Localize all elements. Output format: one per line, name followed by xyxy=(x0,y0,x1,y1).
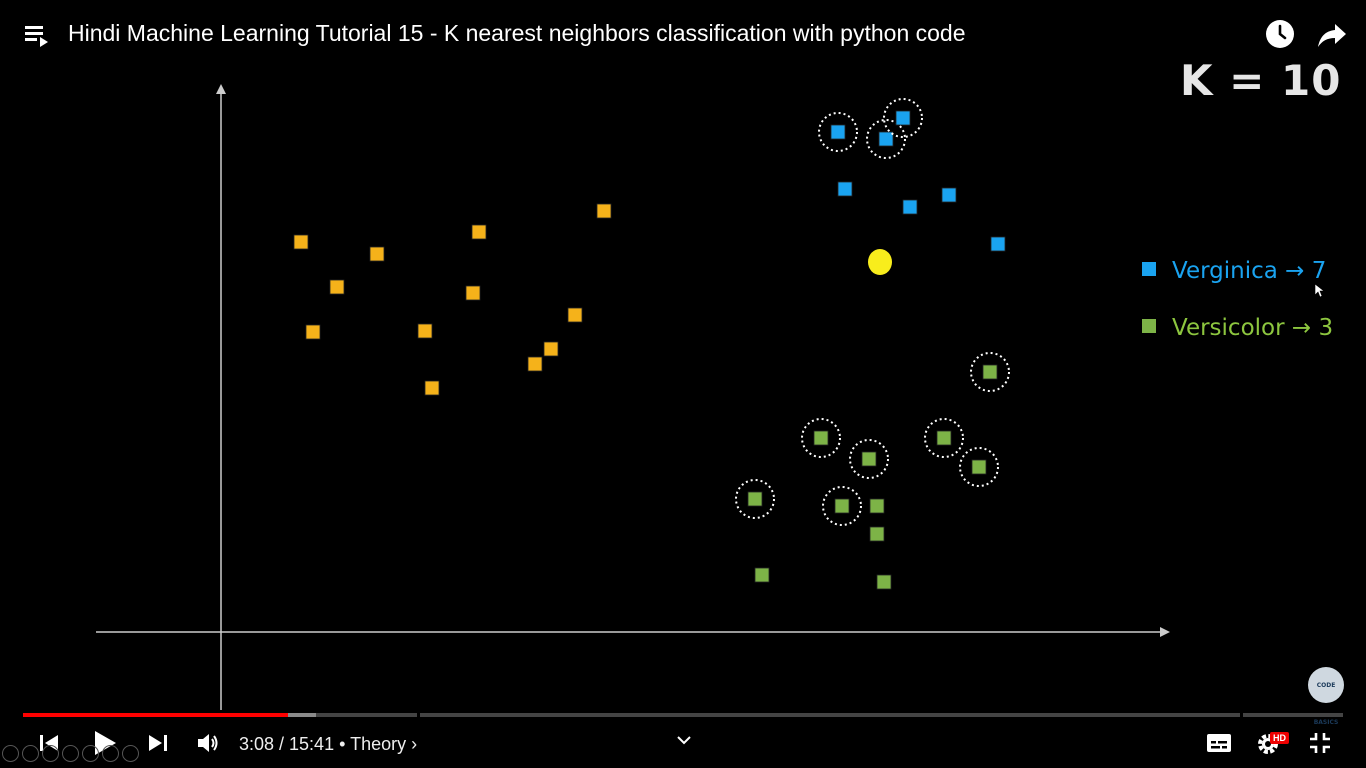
verginica-point xyxy=(830,124,846,140)
versicolor-point xyxy=(876,574,892,590)
video-frame[interactable]: K = 10 Verginica → 7 Versicolor → 3 CODE… xyxy=(0,0,1366,726)
top-bar: Hindi Machine Learning Tutorial 15 - K n… xyxy=(0,0,1366,68)
legend-label-verginica: Verginica → 7 xyxy=(1172,258,1327,284)
video-title[interactable]: Hindi Machine Learning Tutorial 15 - K n… xyxy=(68,20,966,46)
versicolor-point xyxy=(754,567,770,583)
verginica-point xyxy=(837,181,853,197)
setosa-point xyxy=(465,285,481,301)
neighbor-ring xyxy=(866,119,906,159)
setosa-point xyxy=(417,323,433,339)
verginica-point xyxy=(990,236,1006,252)
neighbor-ring xyxy=(970,352,1010,392)
versicolor-point xyxy=(869,498,885,514)
next-icon[interactable] xyxy=(147,732,169,754)
neighbor-ring xyxy=(924,418,964,458)
chapter-marker xyxy=(1240,713,1243,717)
annotation-toolbar xyxy=(2,745,142,767)
setosa-point xyxy=(596,203,612,219)
legend-label-versicolor: Versicolor → 3 xyxy=(1172,315,1334,341)
chapter-title[interactable]: • Theory xyxy=(339,734,407,754)
y-axis xyxy=(216,84,226,710)
play-icon[interactable] xyxy=(92,729,118,757)
neighbor-ring xyxy=(822,486,862,526)
progress-played xyxy=(23,713,288,717)
setosa-point xyxy=(527,356,543,372)
neighbor-ring xyxy=(735,479,775,519)
setosa-point xyxy=(567,307,583,323)
neighbor-ring xyxy=(959,447,999,487)
share-arrow-icon[interactable] xyxy=(1316,18,1348,50)
toolbar-more-icon[interactable] xyxy=(122,745,139,762)
legend-item-versicolor: Versicolor → 3 xyxy=(1142,315,1333,341)
setosa-point xyxy=(293,234,309,250)
query-point xyxy=(868,249,892,275)
clock-icon[interactable] xyxy=(1264,18,1296,50)
legend-swatch-verginica xyxy=(1142,262,1156,276)
versicolor-point xyxy=(747,491,763,507)
verginica-point xyxy=(941,187,957,203)
versicolor-point xyxy=(982,364,998,380)
setosa-point xyxy=(471,224,487,240)
player-controls: 3:08 / 15:41 • Theory › HD xyxy=(0,722,1366,768)
setosa-point xyxy=(543,341,559,357)
exit-fullscreen-icon[interactable] xyxy=(1309,732,1331,754)
volume-icon[interactable] xyxy=(196,731,220,755)
toolbar-pen-icon[interactable] xyxy=(42,745,59,762)
versicolor-point xyxy=(869,526,885,542)
neighbor-ring xyxy=(801,418,841,458)
setosa-point xyxy=(424,380,440,396)
subtitles-icon[interactable] xyxy=(1206,732,1232,754)
toolbar-forward-icon[interactable] xyxy=(22,745,39,762)
mouse-cursor-icon xyxy=(1315,284,1325,298)
setosa-point xyxy=(329,279,345,295)
versicolor-point xyxy=(861,451,877,467)
versicolor-point xyxy=(813,430,829,446)
neighbor-ring xyxy=(818,112,858,152)
x-axis xyxy=(96,627,1170,637)
k-value-label: K = 10 xyxy=(1180,56,1342,105)
chevron-down-icon[interactable] xyxy=(676,734,692,746)
legend-item-verginica: Verginica → 7 xyxy=(1142,258,1326,284)
versicolor-point xyxy=(936,430,952,446)
toolbar-screen-icon[interactable] xyxy=(102,745,119,762)
toolbar-back-icon[interactable] xyxy=(2,745,19,762)
verginica-point xyxy=(878,131,894,147)
verginica-point xyxy=(902,199,918,215)
watermark-text: CODE BASICS xyxy=(1313,682,1339,726)
toolbar-copy-icon[interactable] xyxy=(62,745,79,762)
knn-plot xyxy=(96,84,1170,710)
legend-swatch-versicolor xyxy=(1142,319,1156,333)
toolbar-zoom-icon[interactable] xyxy=(82,745,99,762)
setosa-point xyxy=(305,324,321,340)
progress-bar[interactable] xyxy=(23,713,1343,717)
setosa-point xyxy=(369,246,385,262)
versicolor-point xyxy=(971,459,987,475)
versicolor-point xyxy=(834,498,850,514)
chapter-chevron-icon[interactable]: › xyxy=(411,734,418,754)
verginica-point xyxy=(895,110,911,126)
time-display: 3:08 / 15:41 • Theory › xyxy=(239,734,417,755)
playlist-icon[interactable] xyxy=(24,22,50,48)
hd-badge: HD xyxy=(1270,732,1289,744)
time-elapsed-total: 3:08 / 15:41 xyxy=(239,734,335,754)
chapter-marker xyxy=(417,713,420,717)
neighbor-ring xyxy=(849,439,889,479)
channel-watermark[interactable]: CODE BASICS xyxy=(1308,667,1344,726)
neighbor-ring xyxy=(883,98,923,138)
